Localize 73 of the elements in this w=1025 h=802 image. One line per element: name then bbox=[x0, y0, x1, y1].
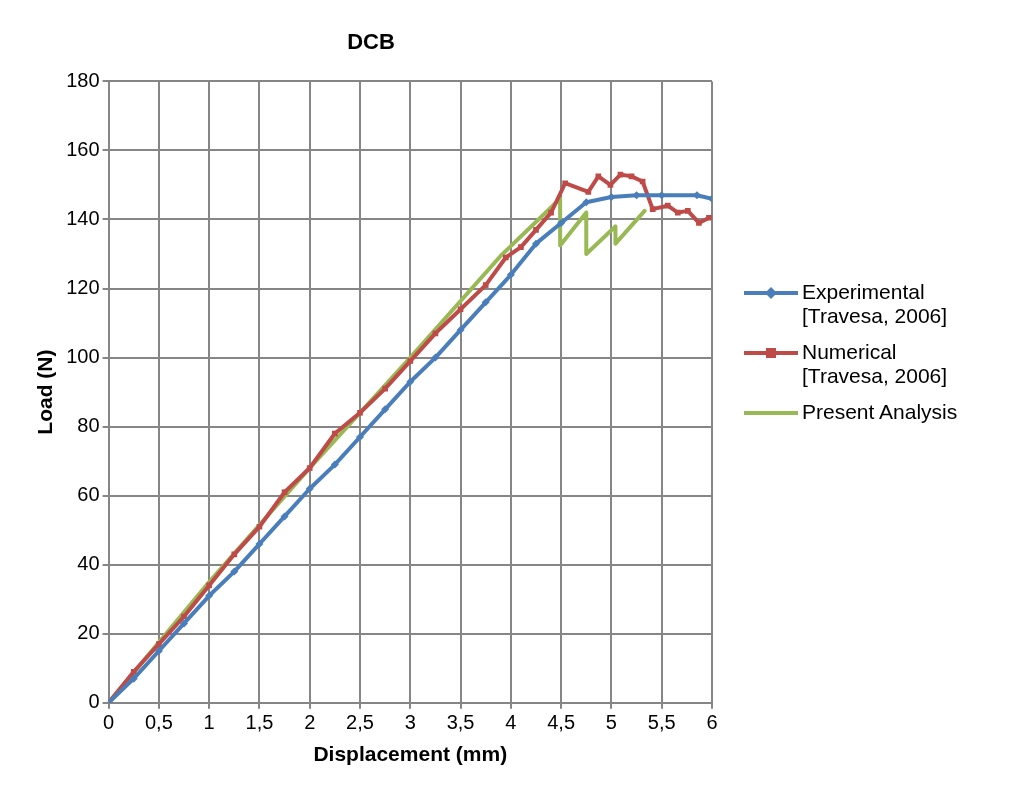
point bbox=[130, 668, 137, 675]
point bbox=[674, 209, 681, 216]
point bbox=[407, 358, 414, 364]
point bbox=[306, 465, 313, 471]
point bbox=[557, 218, 566, 227]
point bbox=[582, 198, 591, 207]
legend-label: Present Analysis bbox=[802, 400, 959, 424]
point bbox=[382, 385, 388, 392]
point bbox=[649, 206, 656, 212]
y-tick-label: 80 bbox=[77, 414, 100, 437]
point bbox=[406, 377, 415, 386]
point bbox=[180, 619, 188, 628]
point bbox=[305, 484, 314, 493]
point bbox=[664, 202, 671, 209]
x-tick-label: 5 bbox=[605, 711, 617, 734]
point bbox=[533, 227, 539, 233]
x-tick-label: 0 bbox=[103, 711, 115, 734]
x-tick-label: 3 bbox=[404, 711, 416, 734]
y-tick-label: 120 bbox=[66, 276, 100, 299]
point bbox=[503, 254, 509, 261]
y-tick-label: 20 bbox=[77, 621, 100, 644]
point bbox=[585, 189, 592, 195]
point bbox=[457, 306, 464, 313]
point bbox=[205, 591, 214, 600]
y-tick-label: 140 bbox=[66, 207, 100, 229]
point bbox=[685, 208, 691, 214]
point bbox=[548, 209, 554, 216]
point bbox=[431, 353, 440, 362]
point bbox=[280, 512, 289, 521]
point bbox=[696, 220, 702, 226]
x-tick-label: 5,5 bbox=[647, 711, 676, 734]
x-axis-title: Displacement (mm) bbox=[313, 742, 508, 766]
point bbox=[357, 409, 363, 416]
point bbox=[231, 551, 238, 558]
x-tick-label: 2,5 bbox=[346, 711, 374, 734]
point bbox=[356, 432, 364, 441]
point bbox=[281, 489, 288, 496]
point bbox=[255, 540, 264, 548]
point bbox=[482, 282, 489, 288]
point bbox=[481, 298, 490, 307]
point bbox=[256, 523, 263, 530]
point bbox=[206, 582, 212, 589]
point bbox=[129, 674, 138, 683]
legend-label: Numerical [Travesa, 2006] bbox=[802, 340, 949, 388]
y-tick-label: 180 bbox=[66, 68, 100, 91]
x-tick-label: 1 bbox=[203, 711, 215, 734]
x-tick-label: 1,5 bbox=[245, 711, 274, 734]
legend-label: Experimental [Travesa, 2006] bbox=[802, 280, 949, 328]
point bbox=[381, 405, 390, 414]
point bbox=[230, 567, 239, 576]
point bbox=[181, 613, 187, 620]
x-tick-label: 2 bbox=[304, 711, 316, 734]
point bbox=[532, 239, 540, 248]
point bbox=[506, 270, 515, 279]
y-axis-title: Load (N) bbox=[33, 349, 57, 435]
x-tick-label: 6 bbox=[706, 711, 718, 734]
point bbox=[706, 214, 712, 221]
point bbox=[156, 641, 162, 647]
x-tick-label: 4 bbox=[505, 711, 517, 734]
x-tick-label: 4,5 bbox=[547, 711, 576, 734]
point bbox=[332, 430, 338, 437]
y-tick-label: 0 bbox=[88, 690, 100, 713]
chart-title: DCB bbox=[347, 29, 395, 55]
x-tick-label: 3,5 bbox=[446, 711, 475, 734]
y-tick-label: 60 bbox=[77, 483, 100, 506]
point bbox=[456, 325, 465, 334]
y-tick-label: 40 bbox=[77, 552, 100, 575]
point bbox=[154, 647, 163, 656]
y-tick-label: 100 bbox=[66, 345, 100, 368]
point bbox=[518, 244, 524, 250]
y-tick-label: 160 bbox=[66, 137, 100, 160]
x-tick-label: 0,5 bbox=[144, 711, 173, 734]
point bbox=[330, 460, 339, 469]
